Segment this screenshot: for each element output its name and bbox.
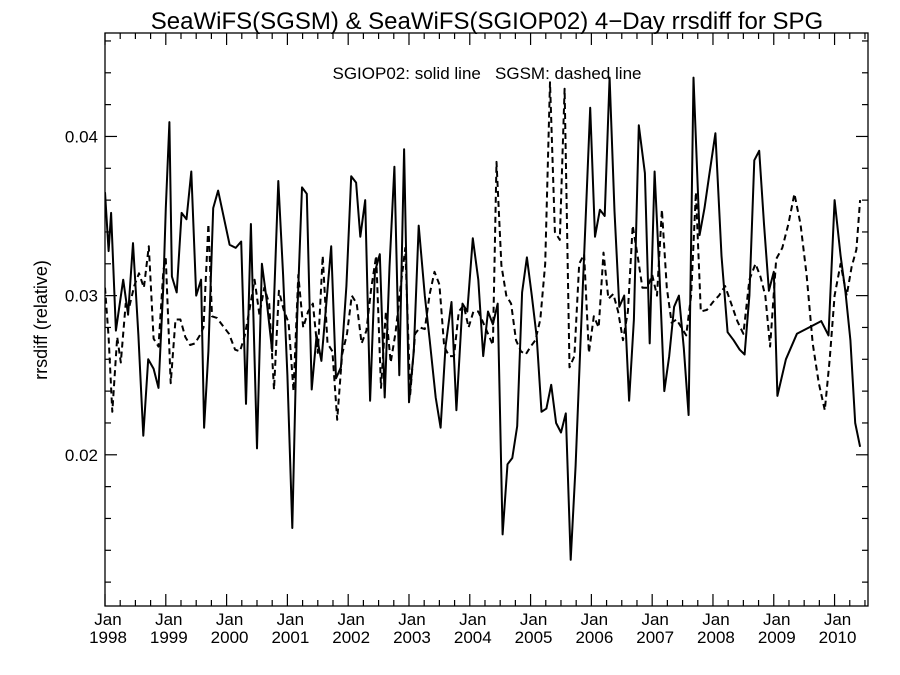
x-tick-month-label: Jan (459, 610, 486, 629)
x-tick-month-label: Jan (216, 610, 243, 629)
x-tick-year-label: 2009 (758, 628, 796, 647)
sgsm-dashed-line (105, 81, 862, 421)
x-tick-year-label: 2001 (271, 628, 309, 647)
x-tick-year-label: 2006 (575, 628, 613, 647)
x-tick-month-label: Jan (824, 610, 851, 629)
x-tick-year-label: 2007 (636, 628, 674, 647)
x-tick-month-label: Jan (520, 610, 547, 629)
sgiop02-solid-line (105, 76, 862, 561)
chart-annotation: SGIOP02: solid line SGSM: dashed line (333, 64, 642, 83)
x-tick-month-label: Jan (641, 610, 668, 629)
x-tick-month-label: Jan (277, 610, 304, 629)
y-tick-label: 0.02 (65, 446, 98, 465)
series-group (105, 76, 862, 561)
y-tick-label: 0.03 (65, 287, 98, 306)
x-tick-month-label: Jan (581, 610, 608, 629)
axes: 0.020.030.04Jan1998Jan1999Jan2000Jan2001… (65, 33, 868, 647)
x-tick-year-label: 2008 (697, 628, 735, 647)
x-tick-year-label: 2003 (393, 628, 431, 647)
chart-title: SeaWiFS(SGSM) & SeaWiFS(SGIOP02) 4−Day r… (151, 8, 823, 35)
x-tick-year-label: 2005 (515, 628, 553, 647)
x-tick-year-label: 2004 (454, 628, 492, 647)
x-tick-year-label: 2010 (819, 628, 857, 647)
x-tick-month-label: Jan (398, 610, 425, 629)
x-tick-month-label: Jan (763, 610, 790, 629)
x-tick-month-label: Jan (155, 610, 182, 629)
x-tick-month-label: Jan (94, 610, 121, 629)
x-tick-month-label: Jan (702, 610, 729, 629)
x-tick-year-label: 1998 (89, 628, 127, 647)
x-tick-year-label: 2000 (211, 628, 249, 647)
plot-frame (104, 32, 869, 607)
y-axis-label: rrsdiff (relative) (31, 260, 51, 380)
x-tick-year-label: 2002 (332, 628, 370, 647)
x-tick-month-label: Jan (337, 610, 364, 629)
y-tick-label: 0.04 (65, 127, 98, 146)
x-tick-year-label: 1999 (150, 628, 188, 647)
